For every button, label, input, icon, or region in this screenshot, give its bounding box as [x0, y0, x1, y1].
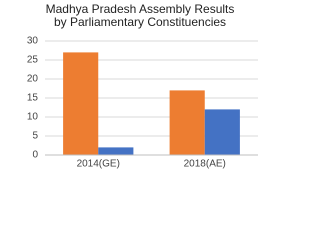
y-tick-label: 15	[27, 93, 39, 104]
bar	[63, 52, 99, 155]
y-tick-label: 25	[27, 55, 39, 66]
y-tick-label: 0	[32, 150, 38, 161]
y-tick-label: 10	[27, 112, 39, 123]
y-tick-label: 20	[27, 74, 39, 85]
x-tick-label: 2018(AE)	[184, 159, 226, 170]
bar	[204, 109, 240, 155]
x-tick-label: 2014(GE)	[77, 159, 120, 170]
page: Madhya Pradesh Assembly Results by Parli…	[26, 2, 258, 170]
y-tick-label: 30	[27, 36, 39, 47]
y-tick-label: 5	[32, 131, 38, 142]
bar	[98, 147, 134, 155]
chart-title: Madhya Pradesh Assembly Results by Parli…	[45, 2, 235, 29]
chart: 0 5 10 15 20 25 30 2014(GE) 2018(AE)	[27, 36, 258, 170]
bar	[169, 90, 205, 155]
